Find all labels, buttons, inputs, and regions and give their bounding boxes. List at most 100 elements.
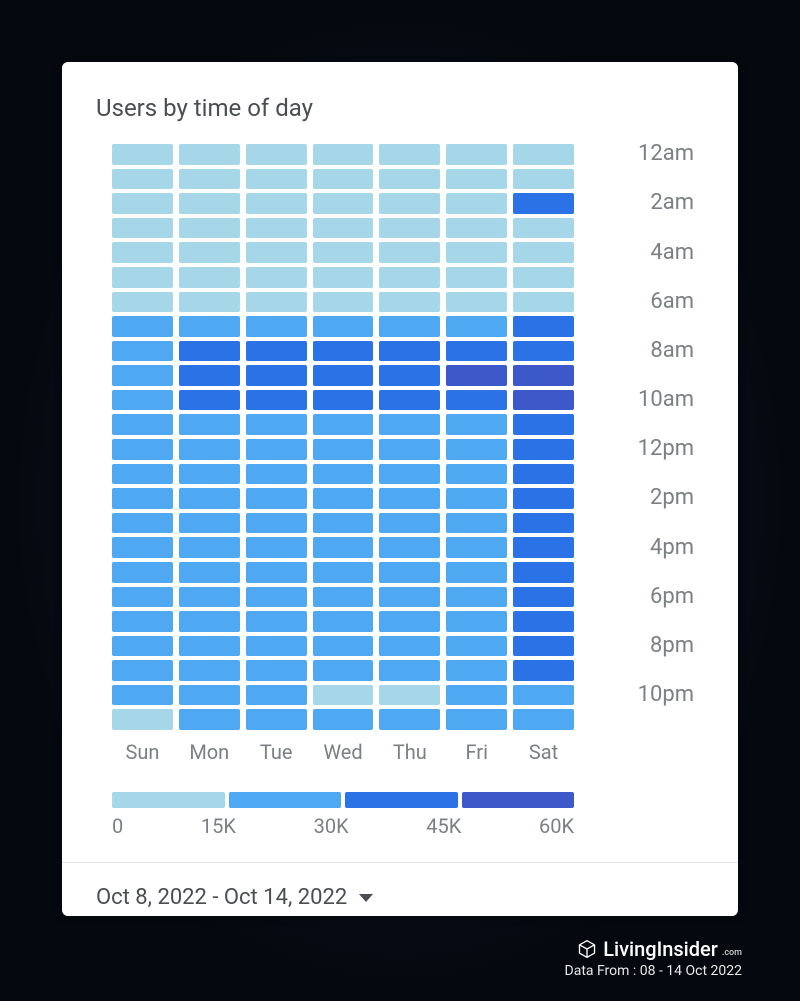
heatmap-cell [112,562,173,583]
heatmap-cell [246,513,307,534]
heatmap-cell [313,242,374,263]
heatmap-cell [313,414,374,435]
heatmap-cell [446,144,507,165]
heatmap-cell [446,660,507,681]
heatmap-cell [112,464,173,485]
day-axis: SunMonTueWedThuFriSat [112,740,574,764]
heatmap-cell [112,144,173,165]
heatmap-cell [513,341,574,362]
heatmap-cell [179,464,240,485]
heatmap-cell [313,390,374,411]
heatmap-cell [179,292,240,313]
heatmap-cell [246,660,307,681]
legend-segment [112,792,225,808]
heatmap-cell [179,685,240,706]
heatmap-cell [246,488,307,509]
heatmap-cell [112,242,173,263]
heatmap-cell [112,636,173,657]
day-label: Tue [246,740,307,764]
heatmap-cell [513,414,574,435]
heatmap-cell [179,242,240,263]
date-range-selector[interactable]: Oct 8, 2022 - Oct 14, 2022 [62,863,738,910]
heatmap-cell [246,537,307,558]
date-range-text: Oct 8, 2022 - Oct 14, 2022 [96,885,347,910]
heatmap-cell [446,316,507,337]
heatmap-cell [379,537,440,558]
heatmap-cell [179,193,240,214]
heatmap-cell [379,685,440,706]
heatmap-cell [446,169,507,190]
legend-segment [229,792,342,808]
hour-label: 8pm [650,636,694,656]
heatmap-cell [313,611,374,632]
heatmap-cell [179,341,240,362]
heatmap-cell [379,488,440,509]
heatmap-cell [513,169,574,190]
heatmap-cell [379,193,440,214]
heatmap-cell [179,636,240,657]
heatmap-cell [513,660,574,681]
hour-label: 4pm [650,538,694,558]
heatmap-cell [513,488,574,509]
heatmap-cell [246,709,307,730]
brand-name: LivingInsider [603,937,718,961]
heatmap-cell [246,365,307,386]
heatmap-cell [112,709,173,730]
heatmap-cell [513,537,574,558]
day-label: Mon [179,740,240,764]
heatmap-cell [513,218,574,239]
card-body: Users by time of day 12am2am4am6am8am10a… [62,62,738,838]
heatmap-cell [246,193,307,214]
heatmap-cell [379,660,440,681]
day-label: Wed [313,740,374,764]
heatmap-cell [313,292,374,313]
heatmap-cell [246,242,307,263]
heatmap-cell [179,267,240,288]
heatmap-cell [513,636,574,657]
heatmap-cell [379,587,440,608]
heatmap-cell [179,169,240,190]
chart-title: Users by time of day [96,94,710,122]
heatmap-cell [379,242,440,263]
heatmap-cell [246,636,307,657]
color-legend: 015K30K45K60K [112,792,574,838]
cube-icon [577,939,597,959]
heatmap-cell [513,439,574,460]
day-label: Sat [513,740,574,764]
heatmap-cell [513,390,574,411]
data-from-label: Data From : 08 - 14 Oct 2022 [565,963,742,979]
heatmap-cell [179,709,240,730]
heatmap-cell [313,685,374,706]
brand-logo: LivingInsider .com [565,937,742,961]
heatmap-cell [446,439,507,460]
heatmap-cell [112,537,173,558]
heatmap-cell [246,414,307,435]
heatmap-cell [313,169,374,190]
caret-down-icon [359,894,373,902]
heatmap-cell [313,488,374,509]
heatmap-cell [379,316,440,337]
heatmap-cell [246,218,307,239]
heatmap-cell [179,537,240,558]
heatmap-cell [179,365,240,386]
heatmap-cell [313,193,374,214]
brand-suffix: .com [722,948,742,958]
heatmap-cell [246,267,307,288]
heatmap-cell [513,316,574,337]
heatmap-cell [179,439,240,460]
heatmap-cell [313,316,374,337]
heatmap-cell [246,292,307,313]
heatmap-cell [179,414,240,435]
heatmap-cell [313,660,374,681]
heatmap-cell [112,341,173,362]
heatmap-cell [379,267,440,288]
heatmap-cell [379,365,440,386]
hour-label: 2am [650,193,694,213]
heatmap-cell [112,513,173,534]
hour-label: 8am [650,341,694,361]
legend-tick: 30K [314,814,349,838]
footer: LivingInsider .com Data From : 08 - 14 O… [565,937,742,979]
heatmap-cell [313,218,374,239]
heatmap-cell [112,267,173,288]
heatmap-cell [446,341,507,362]
